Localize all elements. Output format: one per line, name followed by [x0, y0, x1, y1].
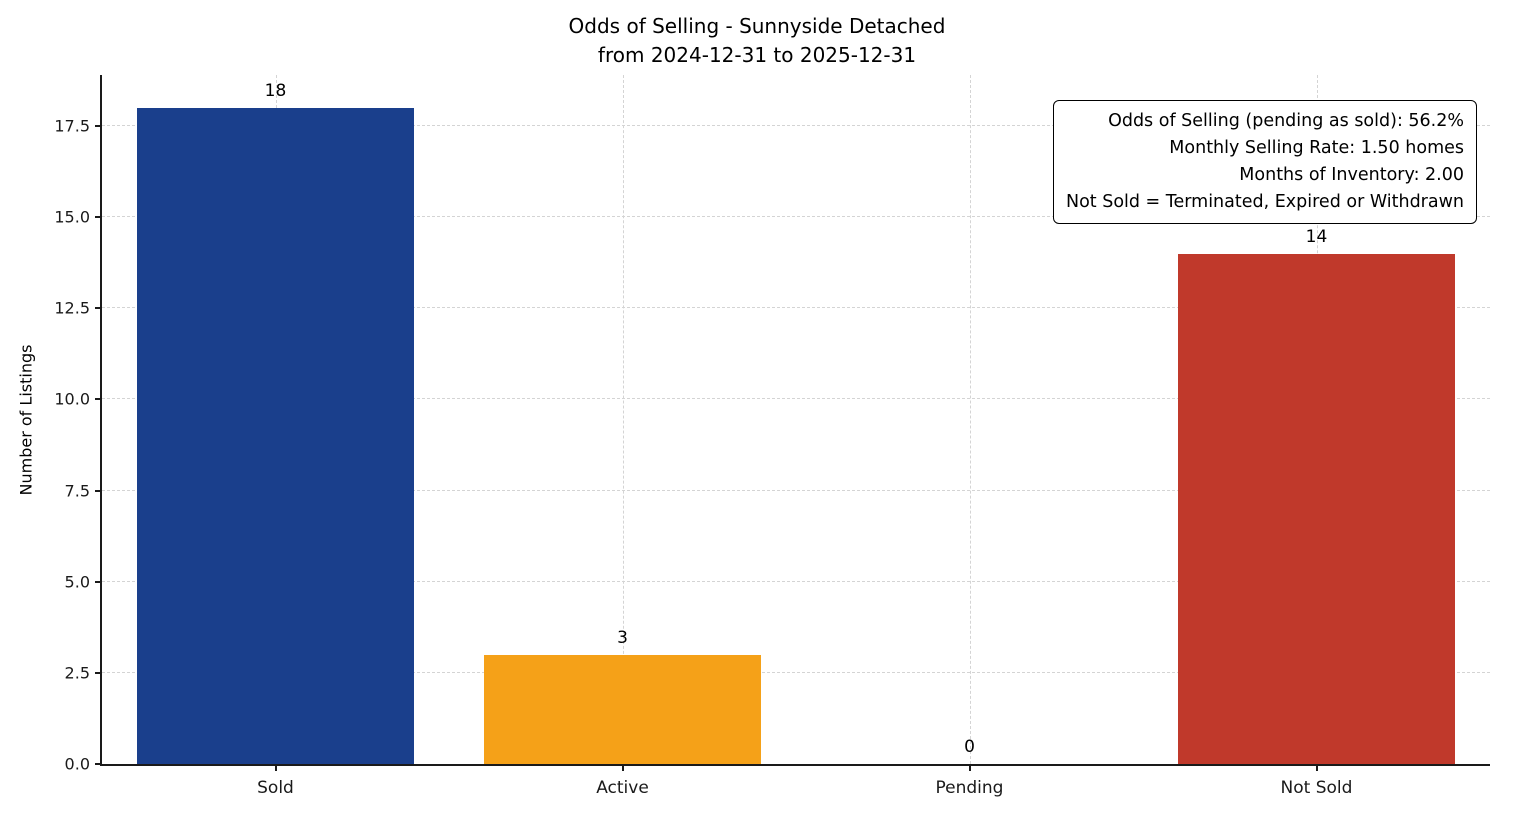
y-tick-mark: [95, 398, 102, 401]
y-tick-label: 15.0: [54, 207, 90, 227]
annotation-line: Months of Inventory: 2.00: [1239, 165, 1464, 185]
x-tick-mark: [274, 764, 277, 771]
y-tick-label: 10.0: [54, 389, 90, 409]
y-tick-label: 17.5: [54, 116, 90, 136]
bar-value-label: 0: [964, 737, 975, 757]
y-tick-label: 7.5: [64, 481, 90, 501]
annotation-line: Odds of Selling (pending as sold): 56.2%: [1108, 111, 1464, 131]
chart-subtitle: from 2024-12-31 to 2025-12-31: [597, 43, 917, 67]
y-tick-label: 12.5: [54, 298, 90, 318]
chart-title: Odds of Selling - Sunnyside Detached: [568, 14, 946, 38]
x-tick-mark: [621, 764, 624, 771]
y-tick-mark: [95, 580, 102, 583]
vertical-gridline: [969, 75, 971, 764]
annotation-line: Monthly Selling Rate: 1.50 homes: [1169, 138, 1464, 158]
y-tick-label: 0.0: [64, 754, 90, 774]
y-tick-label: 5.0: [64, 572, 90, 592]
bar-value-label: 14: [1305, 226, 1328, 247]
horizontal-gridline: [102, 671, 1490, 673]
horizontal-gridline: [102, 307, 1490, 309]
horizontal-gridline: [102, 580, 1490, 582]
x-tick-mark: [968, 764, 971, 771]
x-tick-label: Not Sold: [1280, 778, 1353, 798]
y-tick-mark: [95, 216, 102, 219]
bar-active: [483, 654, 762, 764]
y-tick-mark: [95, 307, 102, 310]
x-tick-mark: [1315, 764, 1318, 771]
chart-title-block: Odds of Selling - Sunnyside Detached fro…: [0, 12, 1514, 70]
vertical-gridline: [622, 75, 624, 764]
plot-area: 0.0 2.5 5.0 7.5 10.0 12.5 15.0 17.5 18 Sold 3 Activ…: [54, 75, 1490, 798]
horizontal-gridline: [102, 216, 1490, 218]
y-tick-mark: [95, 671, 102, 674]
bar-value-label: 3: [617, 627, 628, 648]
x-tick-label: Pending: [935, 778, 1004, 798]
y-tick-label: 2.5: [64, 663, 90, 683]
annotation-box: Odds of Selling (pending as sold): 56.2%…: [1052, 100, 1477, 224]
annotation-line: Not Sold = Terminated, Expired or Withdr…: [1065, 192, 1464, 212]
horizontal-gridline: [102, 125, 1490, 127]
bar-not-sold: [1177, 253, 1456, 764]
horizontal-gridline: [102, 398, 1490, 400]
y-tick-mark: [95, 763, 102, 765]
bar-sold: [136, 107, 415, 764]
y-tick-mark: [95, 125, 102, 128]
horizontal-gridline: [102, 489, 1490, 491]
y-axis-label: Number of Listings: [16, 344, 36, 496]
bar-value-label: 18: [264, 80, 287, 101]
x-tick-label: Sold: [257, 778, 294, 798]
y-tick-mark: [95, 489, 102, 492]
x-tick-label: Active: [596, 778, 649, 798]
